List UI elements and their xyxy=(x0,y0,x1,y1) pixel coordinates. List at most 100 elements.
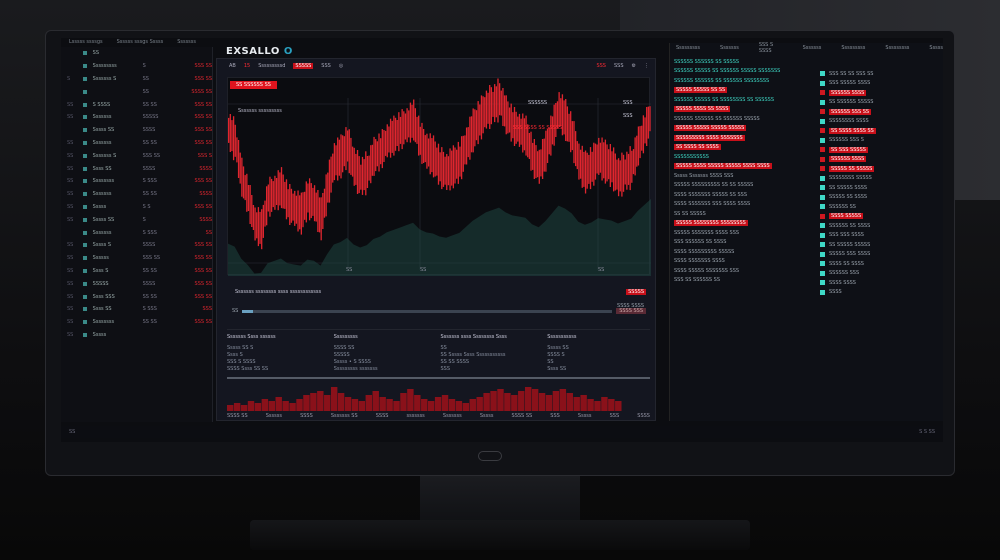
watchlist-row[interactable]: SS Ssssss SSS SS SSS SS xyxy=(61,252,212,265)
toolbar-right-2[interactable]: SSS xyxy=(613,63,624,69)
info-sub: SSSS SSSS xyxy=(617,303,644,309)
price-bar xyxy=(295,195,298,224)
table-cell: Sssss SS xyxy=(547,345,569,351)
chart-panel: AB 15 Sssssssssd SSSSS SSS ◎ SSS SSS ⚙ ⋮… xyxy=(216,58,656,421)
log-text: SSSSSS SSSSSS SS SSSSSS SSSSS xyxy=(674,115,760,122)
price-bar xyxy=(469,116,471,160)
header-tab[interactable]: Sssssssss xyxy=(885,45,910,51)
price-bar xyxy=(414,108,417,143)
header-tab[interactable]: SSS S SSSS xyxy=(758,42,774,54)
log-text: SSSS SS SSSS xyxy=(829,260,864,267)
header-tab[interactable]: Sssssssss xyxy=(841,45,866,51)
watchlist-row[interactable]: SS Sssss S SSSS SSS SS xyxy=(61,239,212,252)
top-bar-item[interactable]: Sssssss xyxy=(177,39,196,45)
price-bar xyxy=(328,159,331,203)
volume-bar xyxy=(504,393,511,411)
watchlist-row[interactable]: SS xyxy=(61,47,212,60)
watchlist-row[interactable]: SS Sssssss SS SS SSSS xyxy=(61,188,212,201)
top-bar-item[interactable]: Ssssss sssgs Sssss xyxy=(116,39,164,45)
volume-bar xyxy=(296,399,303,411)
volume-bar xyxy=(469,399,476,411)
row-index: SS xyxy=(67,114,74,121)
row-index: SS xyxy=(67,319,74,326)
top-bar-item[interactable]: Lsssss ssssgs xyxy=(69,39,103,45)
price-bar xyxy=(409,102,412,143)
watchlist-row[interactable]: SS SSSS SS xyxy=(61,85,212,98)
progress-bar[interactable] xyxy=(242,310,612,313)
watchlist-row[interactable]: Sssssss S SSS SS xyxy=(61,226,212,239)
log-text: SSSSS SSSSSSSS SSSSSSSS xyxy=(674,220,748,227)
watchlist-row[interactable]: SS Ssss SS SSSS SSSS xyxy=(61,162,212,175)
table-column-header: Sssssss ssss Ssssssss Ssss xyxy=(440,334,507,340)
watchlist-row[interactable]: Sssssssss S SSS SS xyxy=(61,60,212,73)
price-bar xyxy=(284,181,286,209)
pair-label[interactable]: AB xyxy=(229,63,236,69)
asset-icon xyxy=(82,192,87,197)
volume-label: Sssss xyxy=(479,413,494,419)
price-bar xyxy=(545,130,547,172)
mode-select[interactable]: Sssssssssd xyxy=(258,63,286,69)
info-button[interactable]: SSSS SSS xyxy=(616,308,646,314)
log-line: SSSSS SSSSS SSSSS SSSSS xyxy=(674,124,814,134)
watchlist-row[interactable]: SS Sssss xyxy=(61,329,212,342)
volume-scrollbar[interactable] xyxy=(227,377,650,379)
price-bar xyxy=(256,212,258,239)
watchlist-row[interactable]: SS S SSSS SS SS SSS SS xyxy=(61,98,212,111)
gear-icon[interactable]: ⚙ xyxy=(631,63,636,69)
watchlist-row[interactable]: SS Ssssssss SS SS SSS SS xyxy=(61,316,212,329)
header-tab[interactable]: Sssss xyxy=(929,45,943,51)
price-bar xyxy=(546,129,549,163)
volume-bar xyxy=(490,391,497,411)
price-bar xyxy=(350,137,352,175)
watchlist-row[interactable]: SS Sssssss SSSSS SSS SS xyxy=(61,111,212,124)
watchlist-row[interactable]: Sssss SS SSSS SSS SS xyxy=(61,124,212,137)
asset-change: SSS SS xyxy=(194,319,213,326)
price-bar xyxy=(252,205,255,230)
row-index: SS xyxy=(67,267,74,274)
watchlist-row[interactable]: SS Sssss SS S SSSS xyxy=(61,213,212,226)
log-line: SSSSSS SSSS xyxy=(820,155,943,165)
status-icon xyxy=(820,223,825,229)
volume-chart: SSSS SS Ssssss SSSS Sssssss SS SSSS sssssss Ss… xyxy=(227,377,650,419)
price-bar xyxy=(241,157,243,197)
log-text: SSSSS SSS SSSS xyxy=(829,251,871,258)
watchlist-row[interactable]: SS Sssss S S SSS SS xyxy=(61,201,212,214)
volume-label: Sssss xyxy=(577,413,592,419)
price-bar xyxy=(313,185,316,222)
watchlist-row[interactable]: SS Sssssss S SSS SS SSS S xyxy=(61,149,212,162)
asset-change: SSS SS xyxy=(194,203,213,210)
price-bar xyxy=(312,187,314,216)
header-tab[interactable]: Sssssss xyxy=(720,45,739,51)
log-text: SSSSSS SSSS xyxy=(829,89,867,96)
toolbar-right-1[interactable]: SSS xyxy=(596,63,606,69)
status-icon xyxy=(820,80,825,86)
price-bar xyxy=(236,137,238,163)
watchlist-row[interactable]: S Sssssss S SS SSS SS xyxy=(61,73,212,86)
log-text: SSSSSS SSSSSS SS SSSSSS SSSSSSSS xyxy=(674,77,770,84)
price-bar xyxy=(530,131,532,171)
header-tab[interactable]: Sssssss xyxy=(802,45,822,51)
price-bar xyxy=(307,183,309,213)
price-bar xyxy=(251,195,253,227)
watchlist-row[interactable]: SS SSSSS SSSS SSS SS xyxy=(61,277,212,290)
log-line: SSSS SSSSSSS SSS SSSS SSSS xyxy=(674,200,814,210)
status-icon xyxy=(820,128,825,134)
watchlist-row[interactable]: SS Ssss S SS SS SSS SS xyxy=(61,265,212,278)
price-bar xyxy=(477,101,479,145)
header-tab[interactable]: Sssssssss xyxy=(676,45,701,51)
table-cell: Sssss SS S xyxy=(227,345,254,351)
asset-name: Sssss xyxy=(92,331,107,338)
price-chart[interactable]: SS SSSSSS SS Sssssss sssssssss SSSSSS SS… xyxy=(227,77,651,276)
settings-icon[interactable]: ◎ xyxy=(338,63,344,69)
details-table: Sssssss Ssss ssssss Sssss SS S Ssss S SSS S… xyxy=(227,329,650,374)
watchlist-row[interactable]: SS Sssssss SS SS SSS SS xyxy=(61,137,212,150)
menu-icon[interactable]: ⋮ xyxy=(644,63,649,69)
watchlist-row[interactable]: SS Ssss SS S SSS SSS xyxy=(61,303,212,316)
watchlist-row[interactable]: SS Ssssssss S SSS SSS SS xyxy=(61,175,212,188)
interval-select[interactable]: SSS xyxy=(321,63,331,69)
asset-icon xyxy=(82,64,87,69)
watchlist-row[interactable]: SS Ssss SSS SS SS SSS SS xyxy=(61,290,212,303)
price-bar xyxy=(356,150,359,194)
asset-change: SSS SS xyxy=(194,75,213,82)
chart-tag: SS SSSSSS SS xyxy=(230,81,277,89)
